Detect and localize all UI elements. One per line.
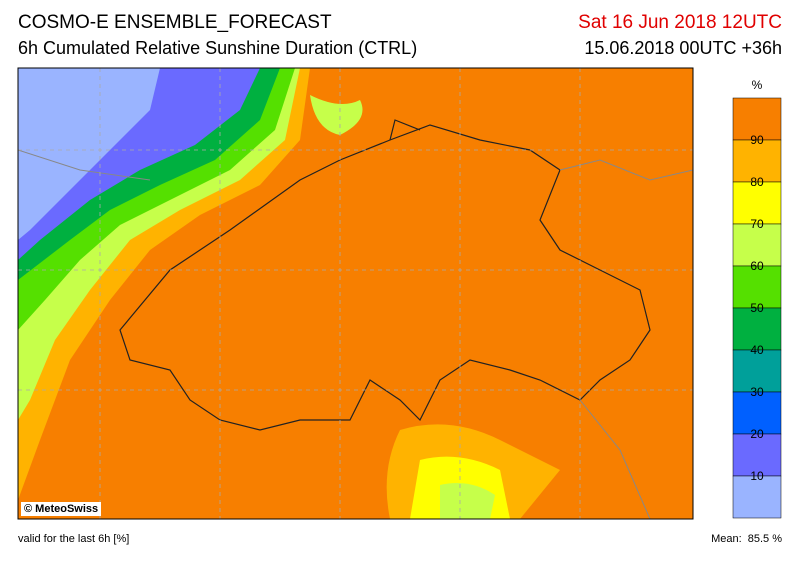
legend-label: 80 [750, 175, 764, 189]
footer-note: valid for the last 6h [%] [18, 533, 130, 545]
legend-label: 20 [750, 427, 764, 441]
map [18, 68, 693, 519]
footer-mean: Mean: 85.5 % [711, 533, 782, 545]
valid-time: Sat 16 Jun 2018 12UTC [578, 12, 782, 33]
legend-unit: % [752, 78, 763, 92]
legend-label: 70 [750, 217, 764, 231]
map-frame [17, 67, 694, 520]
legend-label: 30 [750, 385, 764, 399]
legend-label: 10 [750, 469, 764, 483]
legend-label: 50 [750, 301, 764, 315]
colorbar [732, 97, 782, 519]
subtitle: 6h Cumulated Relative Sunshine Duration … [18, 38, 418, 58]
title: COSMO-E ENSEMBLE_FORECAST [18, 12, 332, 33]
legend-label: 40 [750, 343, 764, 357]
legend-label: 60 [750, 259, 764, 273]
legend-label: 90 [750, 133, 764, 147]
copyright: © MeteoSwiss [21, 502, 102, 516]
run-time: 15.06.2018 00UTC +36h [584, 38, 782, 58]
